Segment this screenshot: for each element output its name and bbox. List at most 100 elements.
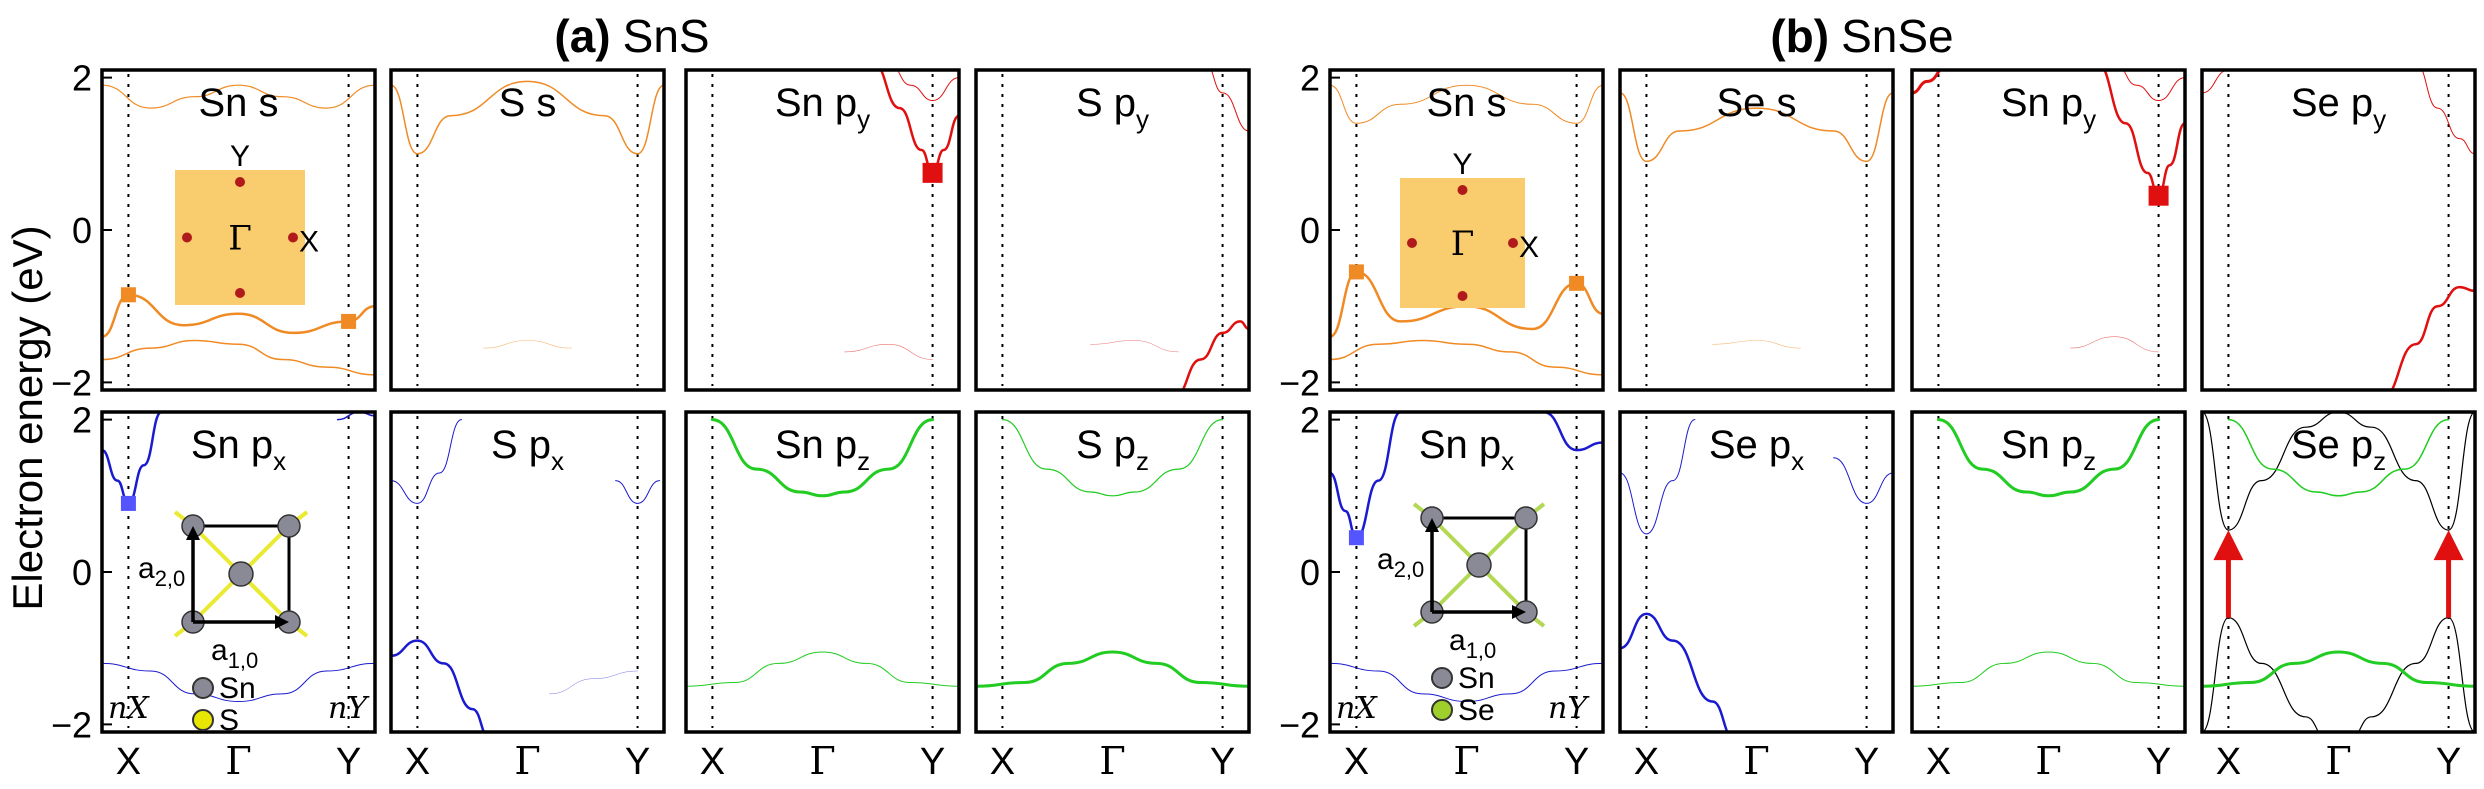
panel-sns-sn-s: Sn s 2 0 −2: [51, 58, 377, 403]
panel-label-subscript: z: [2373, 446, 2386, 476]
y-tick-label: −2: [1279, 362, 1320, 403]
band-line-cb: [710, 418, 935, 498]
panel-label: Sn s: [198, 81, 278, 125]
y-tick-label: 0: [72, 552, 92, 593]
lattice-label-a1-sub: 1,0: [228, 648, 259, 673]
panel-sns-s-p-x: S px X Γ Y: [389, 410, 666, 783]
x-tick-label: Γ: [2325, 739, 2351, 783]
panel-sns-sn-p-y: Sn py: [684, 68, 961, 392]
panel-snse-se-p-y: Se py: [2200, 68, 2477, 392]
x-tick-label: X: [1926, 741, 1951, 783]
lattice-vector-a2-head: [1425, 518, 1439, 532]
panel-frame: [684, 68, 961, 392]
panel-frame: [1618, 68, 1895, 392]
k-point-dot: [1407, 238, 1417, 248]
y-tick-label: 0: [72, 210, 92, 251]
title-a: (a) SnS: [554, 10, 709, 62]
sn-atom: [228, 561, 254, 587]
x-tick-label: Y: [1854, 741, 1879, 783]
panel-label: Sn py: [2001, 81, 2096, 134]
y-tick-label: 2: [1300, 400, 1320, 441]
band-line-black1: [2202, 412, 2340, 531]
x-tick-label: X: [1344, 741, 1369, 783]
band-line-vb: [2070, 336, 2159, 353]
panel-frame: [974, 68, 1251, 392]
panel-label-main: Se p: [2291, 81, 2373, 125]
band-line-vb: [2390, 285, 2475, 390]
panel-label: Sn py: [775, 81, 870, 134]
panel-label-main: S s: [499, 81, 557, 125]
sn-atom: [277, 514, 301, 538]
bands-sns-s-p-x: [391, 419, 661, 732]
panel-frame: [2200, 410, 2477, 734]
brillouin-zone: [175, 170, 305, 305]
panel-label: Sn pz: [775, 423, 870, 476]
panel-frame: [1618, 410, 1895, 734]
x-tick-label: Y: [2436, 741, 2461, 783]
band-line-cb: [2421, 70, 2475, 155]
panel-label-main: Sn s: [1426, 81, 1506, 125]
bands-snse-sn-p-y: [1912, 70, 2185, 353]
k-label-gamma: Γ: [228, 219, 252, 259]
title-b-letter: (b): [1770, 10, 1829, 62]
k-point-dot: [182, 232, 192, 243]
band-line-black3: [2202, 617, 2320, 732]
panel-label: Sn px: [191, 423, 286, 476]
panel-frame: [389, 68, 666, 392]
panel-sns-s-p-y: S py: [974, 68, 1251, 392]
lattice-label-a2-main: a: [1377, 543, 1394, 576]
band-extremum-marker: [922, 162, 943, 183]
panel-label: S px: [491, 423, 564, 476]
k-label-x: X: [299, 226, 319, 259]
panel-snse-sn-p-z: Sn pz X Γ Y: [1910, 410, 2187, 783]
y-tick-label: 2: [72, 400, 92, 441]
panel-sns-s-s: S s: [389, 68, 666, 392]
band-line-black2: [2337, 412, 2475, 531]
panel-frame: [1910, 68, 2187, 392]
x-tick-label: Γ: [1453, 739, 1479, 783]
k-label-gamma: Γ: [1451, 224, 1475, 264]
lattice-vector-a1-head: [275, 615, 289, 629]
band-extremum-marker: [2148, 185, 2169, 206]
band-line-cb: [1620, 419, 1696, 535]
panel-label-subscript: y: [857, 104, 870, 134]
band-line-vb: [102, 662, 375, 703]
legend-sn-label: Sn: [1458, 662, 1495, 695]
panel-label-main: S p: [1076, 423, 1136, 467]
x-tick-label: Y: [2146, 741, 2171, 783]
k-label-y: Y: [230, 140, 250, 173]
panel-label-subscript: y: [2373, 104, 2386, 134]
lattice-vector-a2-head: [186, 526, 200, 540]
band-line-vb2: [1090, 340, 1179, 353]
band-line-vb: [976, 650, 1249, 688]
band-line-cb: [1210, 70, 1249, 132]
band-line-vb: [1712, 340, 1801, 349]
lattice-label-a1: a1,0: [1449, 624, 1496, 663]
band-line-cb2: [1542, 412, 1603, 452]
band-line-green-vb: [2202, 650, 2475, 688]
band-line-cb: [391, 80, 664, 155]
panel-label-subscript: z: [2083, 446, 2096, 476]
panel-label-main: S p: [1076, 81, 1136, 125]
x-tick-label: Γ: [809, 739, 835, 783]
panel-snse-se-p-z: Se pz X Γ Y: [2200, 410, 2477, 783]
inset-bz-snse: Y Γ X: [1400, 148, 1539, 308]
panel-sns-s-p-z: S pz X Γ Y: [974, 410, 1251, 783]
x-tick-label: X: [405, 741, 430, 783]
title-a-letter: (a): [554, 10, 610, 62]
band-line-vb: [1181, 320, 1249, 390]
panel-label: Se px: [1709, 423, 1804, 476]
panel-frame: [684, 410, 961, 734]
n-label-ny: nY: [1548, 691, 1590, 726]
n-label-nx: nX: [108, 691, 150, 726]
bands-sns-sn-p-y: [844, 70, 959, 360]
n-label-ny: nY: [328, 691, 370, 726]
band-line-green-cb: [2227, 418, 2450, 497]
inset-bz-sns: Y Γ X: [175, 140, 319, 305]
panel-label-subscript: y: [2083, 104, 2096, 134]
k-label-x: X: [1519, 231, 1539, 264]
band-line-cb2: [336, 412, 375, 421]
band-extremum-marker: [1348, 264, 1364, 280]
band-line-cb: [391, 419, 462, 504]
